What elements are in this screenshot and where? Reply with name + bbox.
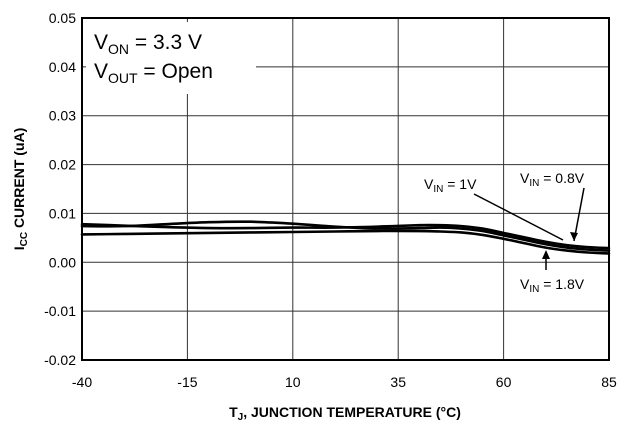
series-line-v-in-1v — [80, 220, 611, 252]
y-tick-label: 0.03 — [49, 108, 76, 124]
curve-label-vin-1-8v: VIN = 1.8V — [520, 276, 585, 295]
pointer-vin-0-8v — [573, 187, 585, 242]
condition-vout: VOUT = Open — [94, 60, 213, 86]
arrowhead-vin-1-8v — [542, 250, 550, 259]
label-bg-vin-1-8v — [516, 273, 602, 293]
y-tick-label: 0.02 — [49, 157, 76, 173]
conditions-box — [86, 22, 256, 94]
label-bg-vin-0-8v — [516, 167, 602, 187]
y-axis-title: ICC CURRENT (uA) — [11, 128, 30, 251]
curves-layer — [80, 220, 611, 255]
y-tick-label: 0.00 — [49, 254, 76, 270]
y-tick-label: 0.01 — [49, 205, 76, 221]
series-line-v-in-1-8v — [80, 229, 611, 255]
x-tick-label: 60 — [496, 374, 512, 390]
condition-von: VON = 3.3 V — [94, 31, 202, 57]
y-tick-label: 0.05 — [49, 10, 76, 26]
curve-label-vin-1v: VIN = 1V — [424, 176, 477, 195]
y-tick-label: -0.02 — [44, 352, 76, 368]
y-tick-label: 0.04 — [49, 59, 76, 75]
grid-layer — [82, 18, 609, 360]
x-axis-title: TJ, JUNCTION TEMPERATURE (°C) — [229, 404, 461, 423]
series-line-v-in-0-8v — [80, 222, 611, 250]
x-tick-label: -15 — [177, 374, 197, 390]
x-tick-label: -40 — [72, 374, 92, 390]
x-tick-label: 35 — [390, 374, 406, 390]
curve-label-vin-0-8v: VIN = 0.8V — [520, 170, 585, 189]
x-tick-label: 10 — [285, 374, 301, 390]
arrowhead-vin-0-8v — [570, 232, 578, 241]
ticks-layer: -40 -15 10 35 60 85 0.05 0.04 0.03 0.02 0.01 0.00 -0… — [44, 10, 617, 390]
x-tick-label: 85 — [601, 374, 617, 390]
plot-frame — [81, 17, 610, 361]
label-bg-vin-1v — [418, 173, 494, 193]
pointer-vin-1v — [473, 193, 564, 241]
y-tick-label: -0.01 — [44, 303, 76, 319]
